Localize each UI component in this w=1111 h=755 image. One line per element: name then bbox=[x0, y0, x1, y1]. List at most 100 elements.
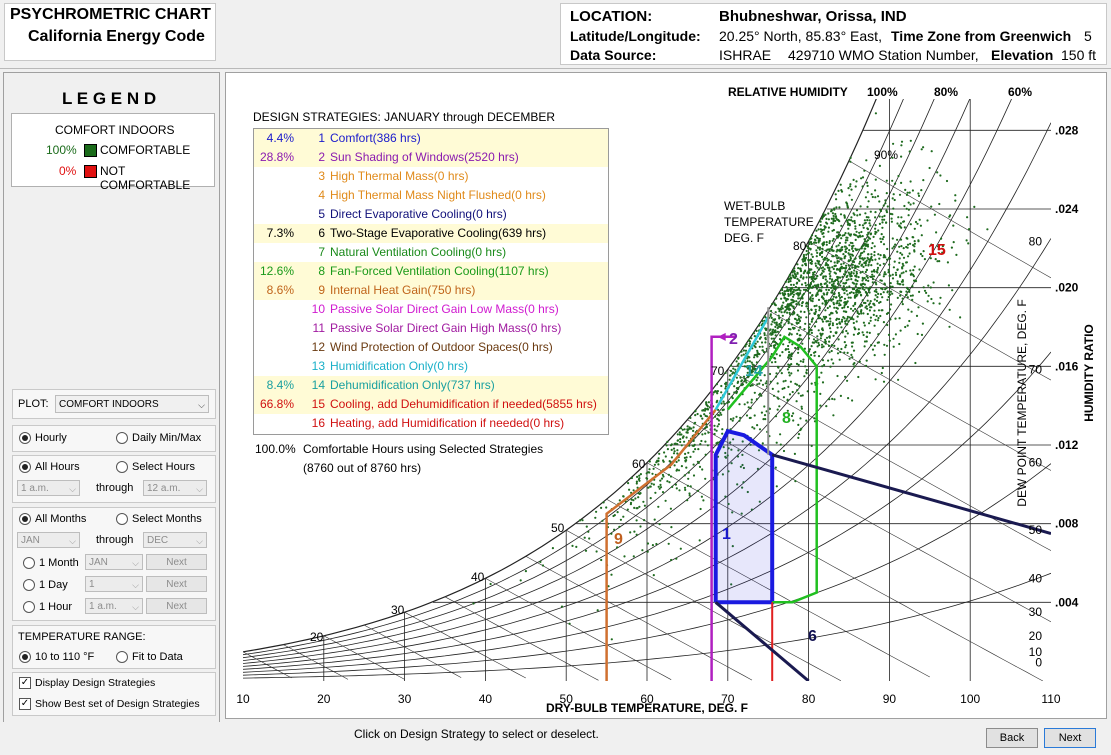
data-point bbox=[914, 220, 918, 224]
select-hours-radio[interactable] bbox=[116, 461, 128, 473]
data-point bbox=[802, 272, 805, 275]
strategy-row[interactable]: 28.8% 2 Sun Shading of Windows(2520 hrs) bbox=[254, 148, 608, 167]
strategy-row[interactable]: 5 Direct Evaporative Cooling(0 hrs) bbox=[254, 205, 608, 224]
data-point bbox=[817, 241, 820, 244]
plot-select[interactable]: COMFORT INDOORS ⌵ bbox=[55, 395, 209, 413]
strategy-row[interactable]: 4.4% 1 Comfort(386 hrs) bbox=[254, 129, 608, 148]
strategy-row[interactable]: 13 Humidification Only(0 hrs) bbox=[254, 357, 608, 376]
data-point bbox=[881, 238, 884, 241]
one-month-select[interactable]: JAN ⌵ bbox=[85, 554, 143, 570]
data-point bbox=[762, 418, 765, 421]
data-point bbox=[781, 288, 784, 292]
data-point bbox=[610, 532, 613, 535]
data-point bbox=[787, 320, 790, 323]
back-button[interactable]: Back bbox=[986, 728, 1038, 748]
data-point bbox=[901, 253, 904, 256]
data-point bbox=[871, 242, 874, 245]
data-point bbox=[865, 340, 868, 343]
next-button[interactable]: Next bbox=[1044, 728, 1096, 748]
next-month-button[interactable]: Next bbox=[146, 554, 207, 570]
data-point bbox=[819, 273, 822, 276]
data-point bbox=[837, 244, 840, 247]
data-point bbox=[736, 483, 739, 486]
data-point bbox=[657, 485, 660, 488]
month-from-select[interactable]: JAN ⌵ bbox=[17, 532, 80, 548]
data-point bbox=[790, 372, 793, 375]
show-best-checkbox[interactable]: ✓ bbox=[19, 698, 31, 710]
data-point bbox=[874, 178, 877, 181]
strategy-row[interactable]: 10 Passive Solar Direct Gain Low Mass(0 h… bbox=[254, 300, 608, 319]
next-day-button[interactable]: Next bbox=[146, 576, 207, 592]
strategy-row[interactable]: 12 Wind Protection of Outdoor Spaces(0 hr… bbox=[254, 338, 608, 357]
data-point bbox=[778, 405, 781, 408]
data-point bbox=[867, 216, 870, 219]
strategy-row[interactable]: 66.8% 15 Cooling, add Dehumidification if … bbox=[254, 395, 608, 414]
data-point bbox=[701, 409, 704, 412]
data-point bbox=[824, 303, 827, 306]
data-point bbox=[788, 288, 791, 291]
all-hours-label: All Hours bbox=[35, 461, 80, 473]
data-point bbox=[816, 274, 819, 278]
data-point bbox=[814, 234, 817, 238]
data-point bbox=[810, 382, 813, 385]
data-point bbox=[667, 542, 670, 545]
data-point bbox=[635, 519, 638, 522]
data-point bbox=[901, 280, 904, 283]
one-day-radio[interactable] bbox=[23, 579, 35, 591]
display-strategies-checkbox[interactable]: ✓ bbox=[19, 677, 31, 689]
one-hour-radio[interactable] bbox=[23, 601, 35, 613]
data-point bbox=[801, 394, 804, 397]
strategy-row[interactable]: 11 Passive Solar Direct Gain High Mass(0 … bbox=[254, 319, 608, 338]
data-point bbox=[929, 286, 932, 289]
data-point bbox=[801, 342, 804, 345]
strategy-row[interactable]: 4 High Thermal Mass Night Flushed(0 hrs) bbox=[254, 186, 608, 205]
data-point bbox=[813, 305, 816, 308]
one-month-radio[interactable] bbox=[23, 557, 35, 569]
fit-to-data-radio[interactable] bbox=[116, 651, 128, 663]
strategy-row[interactable]: 7 Natural Ventilation Cooling(0 hrs) bbox=[254, 243, 608, 262]
x-axis-label: DRY-BULB TEMPERATURE, DEG. F bbox=[546, 701, 748, 715]
one-hour-select[interactable]: 1 a.m. ⌵ bbox=[85, 598, 143, 614]
data-point bbox=[866, 191, 869, 194]
data-point bbox=[891, 237, 894, 240]
next-hour-button[interactable]: Next bbox=[146, 598, 207, 614]
one-day-select[interactable]: 1 ⌵ bbox=[85, 576, 143, 592]
humidity-tick-label: .012 bbox=[1055, 438, 1079, 452]
hour-to-select[interactable]: 12 a.m. ⌵ bbox=[143, 480, 207, 496]
month-to-select[interactable]: DEC ⌵ bbox=[143, 532, 207, 548]
data-point bbox=[799, 276, 802, 279]
data-point bbox=[831, 255, 834, 258]
data-point bbox=[937, 248, 941, 251]
strategy-row[interactable]: 16 Heating, add Humidification if needed(… bbox=[254, 414, 608, 433]
data-point bbox=[909, 180, 912, 183]
select-months-radio[interactable] bbox=[116, 513, 128, 525]
data-point bbox=[712, 391, 715, 394]
data-point bbox=[816, 291, 819, 294]
strategy-row[interactable]: 3 High Thermal Mass(0 hrs) bbox=[254, 167, 608, 186]
strategy-row[interactable]: 8.4% 14 Dehumidification Only(737 hrs) bbox=[254, 376, 608, 395]
data-point bbox=[823, 363, 826, 367]
all-months-radio[interactable] bbox=[19, 513, 31, 525]
data-point bbox=[808, 333, 811, 336]
data-point bbox=[777, 325, 780, 328]
data-point bbox=[855, 249, 858, 252]
wetbulb-line bbox=[404, 611, 526, 679]
strategy-row[interactable]: 7.3% 6 Two-Stage Evaporative Cooling(639 h… bbox=[254, 224, 608, 243]
data-point bbox=[828, 277, 832, 280]
data-point bbox=[828, 340, 831, 343]
data-point bbox=[857, 312, 861, 315]
data-point bbox=[834, 219, 837, 222]
data-point bbox=[954, 194, 957, 197]
data-point bbox=[836, 218, 839, 221]
hour-from-select[interactable]: 1 a.m. ⌵ bbox=[17, 480, 80, 496]
all-hours-radio[interactable] bbox=[19, 461, 31, 473]
hourly-radio[interactable] bbox=[19, 432, 31, 444]
data-point bbox=[873, 245, 876, 248]
data-point bbox=[865, 335, 868, 338]
strategy-row[interactable]: 8.6% 9 Internal Heat Gain(750 hrs) bbox=[254, 281, 608, 300]
strategy-row[interactable]: 12.6% 8 Fan-Forced Ventilation Cooling(110… bbox=[254, 262, 608, 281]
range-10-110-radio[interactable] bbox=[19, 651, 31, 663]
data-point bbox=[854, 225, 857, 228]
daily-radio[interactable] bbox=[116, 432, 128, 444]
